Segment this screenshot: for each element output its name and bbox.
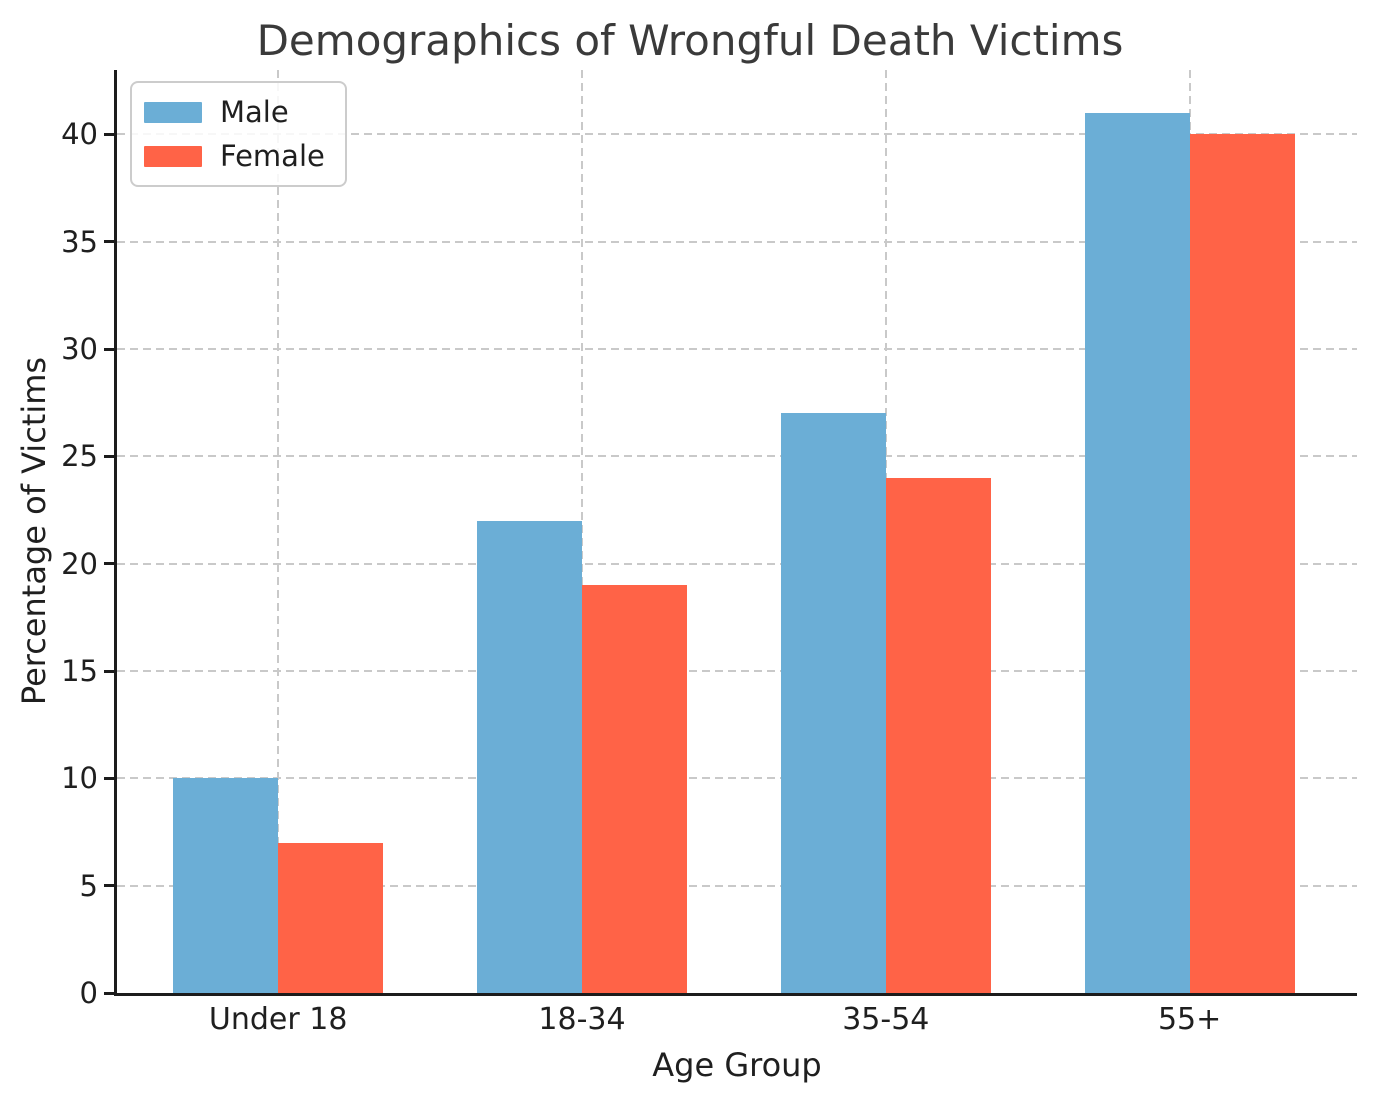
y-tick-label: 25 bbox=[61, 439, 98, 474]
x-tick-label-35-54: 35-54 bbox=[842, 1002, 930, 1037]
y-tick-label: 30 bbox=[61, 332, 98, 367]
y-axis-spine bbox=[114, 70, 117, 996]
y-tick-mark bbox=[104, 347, 114, 351]
bar-male-55 bbox=[1084, 112, 1190, 993]
legend-item-female: Female bbox=[144, 139, 325, 173]
h-gridline bbox=[117, 670, 1357, 673]
x-tick-label-18-34: 18-34 bbox=[538, 1002, 626, 1037]
plot-area: Male Female bbox=[117, 70, 1357, 993]
y-tick-label: 20 bbox=[61, 546, 98, 581]
y-tick-label: 5 bbox=[79, 868, 98, 903]
h-gridline bbox=[117, 884, 1357, 887]
bar-male-under-18 bbox=[173, 778, 279, 993]
y-tick-label: 40 bbox=[61, 117, 98, 152]
bar-female-under-18 bbox=[278, 842, 384, 993]
y-tick-label: 10 bbox=[61, 761, 98, 796]
y-tick-mark bbox=[104, 884, 114, 888]
bar-female-18-34 bbox=[582, 585, 687, 993]
y-tick-mark bbox=[104, 562, 114, 566]
bar-male-18-34 bbox=[477, 520, 582, 993]
bar-female-35-54 bbox=[885, 477, 991, 993]
y-tick-mark bbox=[104, 240, 114, 244]
legend-label-male: Male bbox=[220, 95, 289, 129]
y-tick-mark bbox=[104, 132, 114, 136]
bar-female-55 bbox=[1189, 134, 1295, 993]
h-gridline bbox=[117, 240, 1357, 243]
y-tick-label: 35 bbox=[61, 224, 98, 259]
legend-label-female: Female bbox=[220, 139, 325, 173]
legend-swatch-male bbox=[144, 101, 202, 123]
h-gridline bbox=[117, 777, 1357, 780]
bar-male-35-54 bbox=[780, 413, 886, 993]
x-tick-label-55: 55+ bbox=[1157, 1002, 1222, 1037]
v-gridline bbox=[277, 70, 280, 993]
x-tick-label-under-18: Under 18 bbox=[208, 1002, 348, 1037]
x-axis-label: Age Group bbox=[652, 1046, 822, 1084]
y-tick-mark bbox=[104, 991, 114, 995]
v-gridline bbox=[581, 70, 583, 993]
x-axis-spine bbox=[114, 993, 1357, 996]
h-gridline bbox=[117, 562, 1357, 565]
legend-swatch-female bbox=[144, 145, 202, 167]
legend: Male Female bbox=[130, 81, 347, 187]
h-gridline bbox=[117, 133, 1357, 136]
y-tick-mark bbox=[104, 454, 114, 458]
legend-item-male: Male bbox=[144, 95, 325, 129]
y-tick-label: 0 bbox=[79, 976, 98, 1010]
h-gridline bbox=[117, 455, 1357, 458]
y-tick-label: 15 bbox=[61, 654, 98, 689]
h-gridline bbox=[117, 348, 1357, 351]
chart-title: Demographics of Wrongful Death Victims bbox=[256, 16, 1124, 65]
y-tick-mark bbox=[104, 776, 114, 780]
y-axis-label: Percentage of Victims bbox=[15, 356, 53, 706]
y-tick-mark bbox=[104, 669, 114, 673]
